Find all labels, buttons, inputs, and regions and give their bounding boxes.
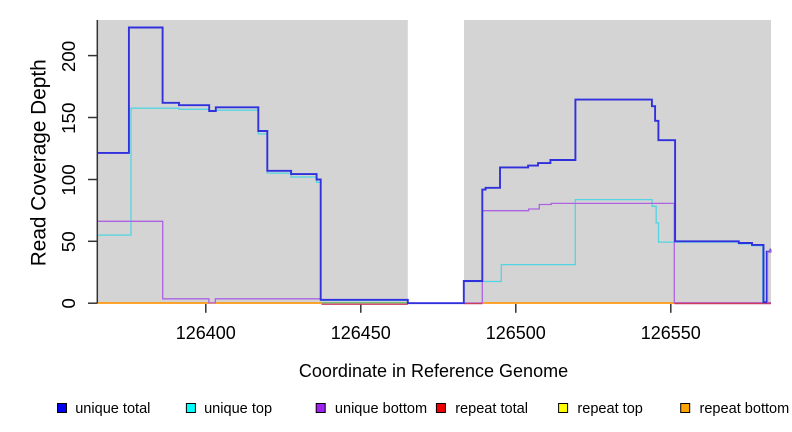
svg-text:repeat bottom: repeat bottom	[700, 401, 790, 417]
svg-text:50: 50	[58, 231, 79, 252]
svg-text:repeat total: repeat total	[455, 401, 528, 417]
svg-text:150: 150	[58, 103, 79, 134]
svg-text:126550: 126550	[641, 323, 701, 343]
svg-text:unique total: unique total	[75, 401, 150, 417]
svg-text:repeat top: repeat top	[577, 401, 643, 417]
svg-text:126500: 126500	[486, 323, 546, 343]
svg-text:126400: 126400	[176, 323, 236, 343]
svg-text:100: 100	[58, 164, 79, 195]
svg-text:Coordinate in Reference Genome: Coordinate in Reference Genome	[299, 361, 568, 381]
svg-text:unique bottom: unique bottom	[335, 401, 427, 417]
svg-text:Read Coverage Depth: Read Coverage Depth	[28, 59, 51, 266]
svg-text:unique top: unique top	[204, 401, 272, 417]
svg-text:126450: 126450	[331, 323, 391, 343]
svg-text:0: 0	[58, 298, 79, 308]
svg-text:200: 200	[58, 41, 79, 72]
